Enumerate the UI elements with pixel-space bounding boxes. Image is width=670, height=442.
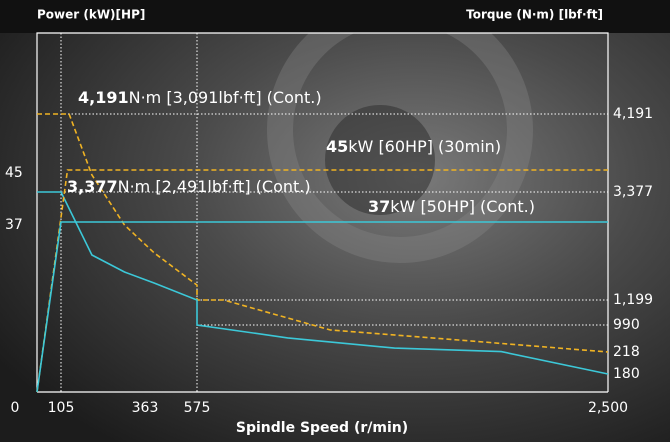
y2-tick-label: 990 xyxy=(613,317,640,333)
annotation-value: 37 xyxy=(368,197,390,216)
x-title: Spindle Speed (r/min) xyxy=(236,420,408,436)
annotation: 4,191N·m [3,091lbf·ft] (Cont.) xyxy=(78,88,322,107)
y2-tick-label: 1,199 xyxy=(613,292,653,308)
annotation-value: 4,191 xyxy=(78,88,129,107)
y2-tick-label: 4,191 xyxy=(613,106,653,122)
x-tick-label: 0 xyxy=(11,400,20,416)
annotation-text: kW [50HP] (Cont.) xyxy=(390,197,535,216)
chart: Power (kW)[HP] Torque (N·m) [lbf·ft] Spi… xyxy=(0,0,670,442)
y-tick-label: 45 xyxy=(5,165,23,181)
annotation-value: 3,377 xyxy=(67,177,118,196)
y2-tick-label: 3,377 xyxy=(613,184,653,200)
annotation: 37kW [50HP] (Cont.) xyxy=(368,197,535,216)
x-tick-label: 105 xyxy=(48,400,75,416)
y2-title: Torque (N·m) [lbf·ft] xyxy=(466,8,603,22)
annotation-value: 45 xyxy=(326,137,348,156)
annotation-text: N·m [2,491lbf·ft] (Cont.) xyxy=(118,177,311,196)
annotation: 45kW [60HP] (30min) xyxy=(326,137,501,156)
x-tick-label: 2,500 xyxy=(588,400,628,416)
annotation-text: kW [60HP] (30min) xyxy=(348,137,501,156)
y2-tick-label: 218 xyxy=(613,344,640,360)
y-title: Power (kW)[HP] xyxy=(37,8,145,22)
y2-tick-label: 180 xyxy=(613,366,640,382)
x-tick-label: 363 xyxy=(132,400,159,416)
y-tick-label: 37 xyxy=(5,217,23,233)
page: Power (kW)[HP] Torque (N·m) [lbf·ft] Spi… xyxy=(0,0,670,442)
annotation: 3,377N·m [2,491lbf·ft] (Cont.) xyxy=(67,177,311,196)
annotation-text: N·m [3,091lbf·ft] (Cont.) xyxy=(129,88,322,107)
x-tick-label: 575 xyxy=(184,400,211,416)
